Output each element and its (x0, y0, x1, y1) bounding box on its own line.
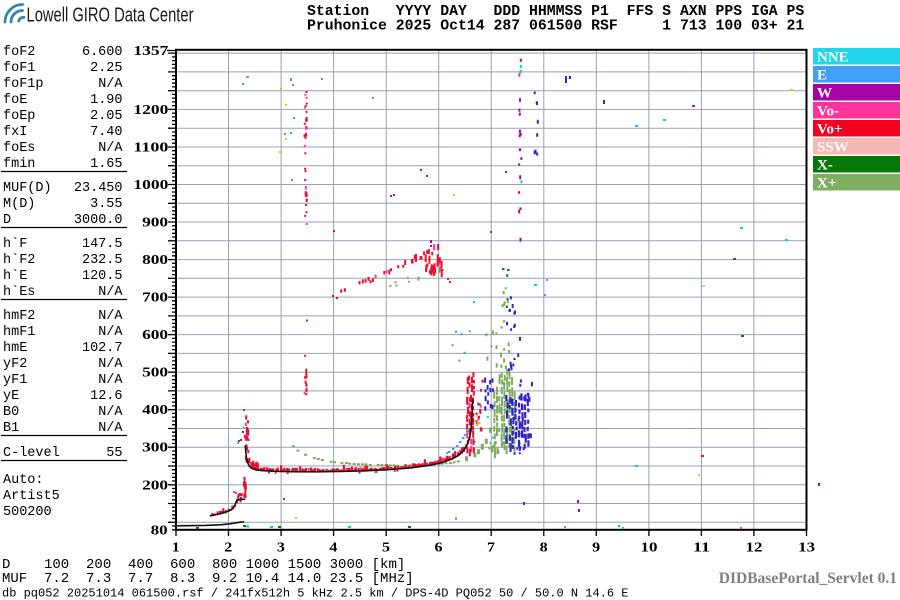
svg-text:1000: 1000 (133, 178, 168, 193)
svg-text:8: 8 (540, 541, 548, 556)
svg-text:Auto:: Auto: (3, 473, 44, 488)
svg-text:yF1: yF1 (3, 373, 27, 388)
svg-text:147.5: 147.5 (82, 237, 123, 252)
svg-text:Vo-: Vo- (817, 104, 839, 120)
svg-text:fxI: fxI (3, 125, 27, 140)
svg-text:h`E: h`E (3, 269, 27, 284)
svg-text:MUF(D): MUF(D) (3, 181, 52, 196)
svg-text:Pruhonice 2025 Oct14 287 06150: Pruhonice 2025 Oct14 287 061500 RSF 1 71… (307, 19, 804, 35)
svg-text:7: 7 (487, 541, 495, 556)
svg-text:yF2: yF2 (3, 357, 27, 372)
svg-text:yE: yE (3, 389, 19, 404)
svg-text:N/A: N/A (98, 405, 123, 420)
svg-text:N/A: N/A (98, 373, 123, 388)
svg-text:7.40: 7.40 (90, 125, 122, 140)
svg-text:B1: B1 (3, 421, 19, 436)
svg-text:3.55: 3.55 (90, 197, 122, 212)
svg-text:B0: B0 (3, 405, 19, 420)
svg-text:23.450: 23.450 (74, 181, 123, 196)
svg-text:foF1: foF1 (3, 61, 35, 76)
svg-text:fmin: fmin (3, 157, 35, 172)
svg-text:13: 13 (798, 541, 815, 556)
svg-text:6: 6 (435, 541, 443, 556)
svg-text:900: 900 (142, 216, 168, 231)
svg-text:hmF1: hmF1 (3, 325, 35, 340)
svg-text:N/A: N/A (98, 309, 123, 324)
svg-text:1.65: 1.65 (90, 157, 122, 172)
svg-text:3: 3 (277, 541, 285, 556)
svg-text:500: 500 (142, 366, 168, 381)
svg-text:SSW: SSW (817, 140, 849, 156)
svg-text:N/A: N/A (98, 285, 123, 300)
svg-text:400: 400 (142, 403, 168, 418)
svg-text:D: D (3, 213, 11, 228)
svg-text:10: 10 (641, 541, 658, 556)
svg-text:1100: 1100 (133, 141, 168, 156)
svg-text:102.7: 102.7 (82, 341, 123, 356)
svg-text:300: 300 (142, 441, 168, 456)
svg-text:2.05: 2.05 (90, 109, 122, 124)
svg-text:12: 12 (746, 541, 763, 556)
svg-text:Lowell GIRO Data Center: Lowell GIRO Data Center (27, 5, 194, 27)
svg-text:N/A: N/A (98, 77, 123, 92)
svg-text:MUF 7.2 7.3 7.7 8.3 9.2 1: MUF 7.2 7.3 7.7 8.3 9.2 10.4 14.0 23.5 [… (2, 571, 414, 587)
svg-text:232.5: 232.5 (82, 253, 123, 268)
svg-text:foEs: foEs (3, 141, 35, 156)
svg-text:200: 200 (142, 478, 168, 493)
svg-text:hmE: hmE (3, 341, 27, 356)
svg-text:X-: X- (817, 158, 833, 174)
svg-text:6.600: 6.600 (82, 45, 123, 60)
svg-text:600: 600 (142, 328, 168, 343)
svg-text:W: W (817, 86, 832, 102)
svg-text:foF1p: foF1p (3, 77, 44, 92)
svg-text:M(D): M(D) (3, 197, 35, 212)
svg-text:2: 2 (224, 541, 232, 556)
svg-text:X+: X+ (817, 176, 836, 192)
svg-text:1: 1 (172, 541, 180, 556)
svg-text:800: 800 (142, 253, 168, 268)
svg-text:foE: foE (3, 93, 27, 108)
svg-text:700: 700 (142, 291, 168, 306)
svg-text:12.6: 12.6 (90, 389, 122, 404)
svg-text:DIDBasePortal_Servlet 0.1: DIDBasePortal_Servlet 0.1 (719, 570, 897, 587)
svg-text:C-level: C-level (3, 446, 60, 461)
svg-text:1200: 1200 (133, 103, 168, 118)
svg-text:foEp: foEp (3, 109, 35, 124)
svg-text:Vo+: Vo+ (817, 122, 843, 138)
svg-text:hmF2: hmF2 (3, 309, 35, 324)
svg-text:4: 4 (329, 541, 337, 556)
svg-text:55: 55 (106, 446, 122, 461)
svg-text:D 100 200 400 600 800 1: D 100 200 400 600 800 1000 1500 3000 [km… (2, 557, 405, 573)
svg-text:500200: 500200 (3, 505, 52, 520)
svg-text:2.25: 2.25 (90, 61, 122, 76)
svg-text:N/A: N/A (98, 421, 123, 436)
svg-text:db pq052 20251014 061500.rsf /: db pq052 20251014 061500.rsf / 241fx512h… (2, 587, 629, 600)
svg-text:Artist5: Artist5 (3, 489, 60, 504)
svg-text:N/A: N/A (98, 141, 123, 156)
svg-text:3000.0: 3000.0 (74, 213, 123, 228)
svg-text:N/A: N/A (98, 357, 123, 372)
svg-text:h`Es: h`Es (3, 285, 35, 300)
svg-text:1357: 1357 (133, 44, 168, 59)
svg-text:N/A: N/A (98, 325, 123, 340)
svg-text:E: E (817, 68, 827, 84)
svg-text:5: 5 (382, 541, 390, 556)
svg-text:80: 80 (151, 523, 168, 538)
svg-text:h`F: h`F (3, 237, 27, 252)
svg-text:foF2: foF2 (3, 45, 35, 60)
svg-text:NNE: NNE (817, 50, 849, 66)
svg-text:h`F2: h`F2 (3, 253, 35, 268)
svg-text:Station YYYY DAY DDD HHMMS: Station YYYY DAY DDD HHMMSS P1 FFS S AXN… (307, 4, 804, 20)
svg-text:9: 9 (592, 541, 600, 556)
svg-text:1.90: 1.90 (90, 93, 122, 108)
svg-text:11: 11 (693, 541, 710, 556)
svg-text:120.5: 120.5 (82, 269, 123, 284)
